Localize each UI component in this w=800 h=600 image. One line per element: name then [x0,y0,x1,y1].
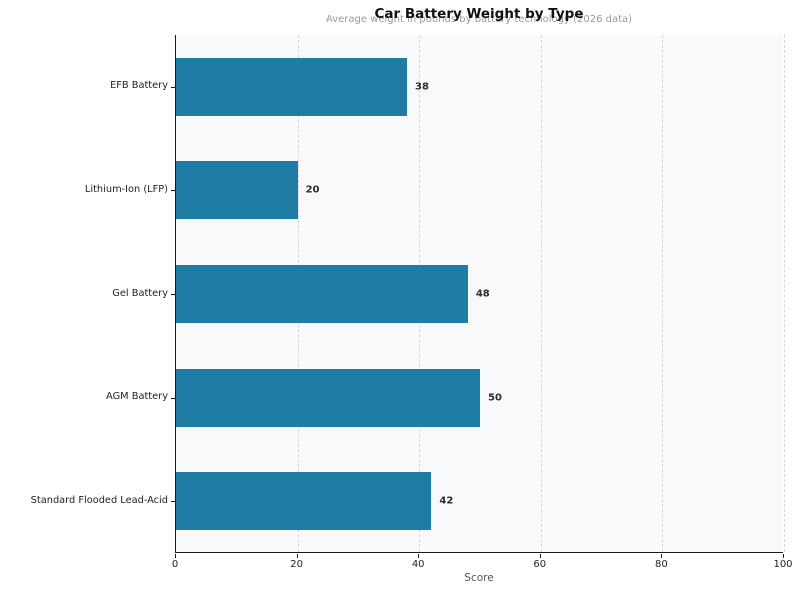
gridline [540,35,542,552]
x-axis-tick-mark [296,554,298,558]
x-axis-tick-mark [661,554,663,558]
chart-subtitle: Average weight in pounds by battery tech… [325,14,633,25]
y-axis-tick-mark [171,397,175,399]
bar [176,161,298,220]
y-axis-category-label: Gel Battery [112,287,168,299]
bar [176,472,432,531]
y-axis-category-label: Lithium-Ion (LFP) [84,183,168,195]
x-axis-title: Score [464,572,494,584]
y-axis-tick-mark [171,86,175,88]
bar-value-label: 38 [415,81,429,93]
x-axis-tick-mark [175,554,176,558]
bar [176,265,468,323]
x-axis-tick-label: 60 [533,559,547,570]
x-axis-tick-label: 0 [171,559,179,570]
gridline [784,35,785,552]
y-axis-tick-mark [171,501,175,503]
bar-value-label: 42 [439,495,454,507]
bar [176,57,408,116]
bar-value-label: 50 [488,392,502,404]
chart-title: Car Battery Weight by Type [374,6,584,22]
x-axis-tick-mark [418,554,420,558]
y-axis-tick-mark [171,190,175,192]
x-axis-tick-label: 80 [655,559,668,570]
bar [176,368,480,427]
x-axis-tick-mark [539,554,541,558]
y-axis-category-label: Standard Flooded Lead-Acid [30,494,168,506]
y-axis-category-label: AGM Battery [106,391,168,403]
y-axis-tick-mark [171,294,175,295]
bar-value-label: 20 [305,184,320,196]
x-axis-tick-mark [783,554,784,558]
x-axis-tick-label: 100 [773,559,793,570]
plot-area: 38 20 48 50 42 [175,35,785,553]
y-axis-category-label: EFB Battery [110,80,168,92]
gridline [662,35,664,552]
x-axis-tick-label: 40 [411,559,425,570]
x-axis-tick-label: 20 [290,559,303,570]
bar-value-label: 48 [475,288,490,300]
